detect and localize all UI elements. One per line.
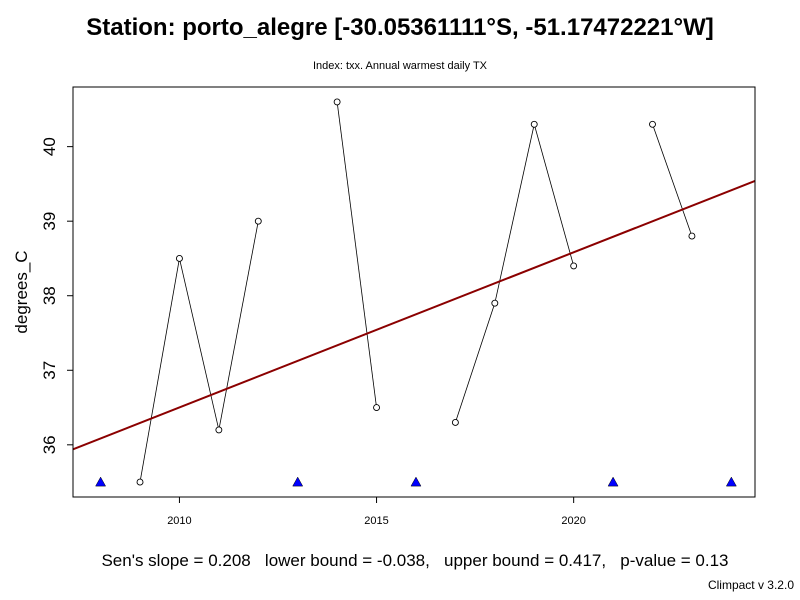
y-tick-label-39: 39	[40, 212, 59, 231]
plot-frame	[72, 86, 756, 498]
data-point-2017	[451, 419, 459, 426]
series-segment-2009	[139, 258, 180, 483]
series-segment-2019	[533, 124, 575, 267]
y-tick-label-37: 37	[40, 361, 59, 380]
y-axis-label: degrees_C	[12, 250, 31, 333]
trend-line	[73, 179, 755, 451]
series-segment-2022	[652, 124, 693, 237]
data-point-2019	[530, 120, 538, 128]
data-point-2014	[333, 98, 341, 106]
y-tick-label-40: 40	[40, 137, 59, 156]
y-tick-label-36: 36	[40, 435, 59, 454]
climpact-version: Climpact v 3.2.0	[707, 578, 794, 592]
x-tick-label-2020: 2020	[561, 515, 585, 527]
missing-year-marker-2021	[607, 476, 619, 487]
data-point-2015	[373, 404, 380, 411]
y-tick-label-38: 38	[40, 286, 59, 305]
missing-year-marker-2013	[292, 476, 304, 487]
x-tick-label-2015: 2015	[364, 515, 388, 527]
series-segment-2014	[336, 101, 377, 408]
data-point-2020	[570, 262, 578, 270]
data-point-2023	[688, 232, 696, 240]
data-point-2018	[491, 299, 499, 307]
x-tick-label-2010: 2010	[167, 515, 191, 527]
series-segment-2010	[179, 258, 220, 430]
chart-title: Station: porto_alegre [-30.05361111°S, -…	[86, 14, 714, 41]
data-point-2011	[215, 426, 223, 434]
data-point-2009	[136, 478, 144, 486]
missing-year-marker-2024	[725, 476, 737, 487]
series-segment-2018	[494, 124, 535, 304]
missing-year-marker-2016	[410, 476, 422, 487]
data-point-2010	[175, 255, 183, 262]
missing-year-marker-2008	[95, 476, 107, 487]
chart-subtitle: Index: txx. Annual warmest daily TX	[312, 60, 488, 72]
data-point-2012	[254, 217, 262, 225]
series-segment-2011	[218, 221, 259, 430]
series-segment-2017	[455, 303, 496, 423]
data-point-2022	[649, 120, 656, 128]
sens-slope-summary: Sen's slope = 0.208 lower bound = -0.038…	[101, 551, 729, 570]
